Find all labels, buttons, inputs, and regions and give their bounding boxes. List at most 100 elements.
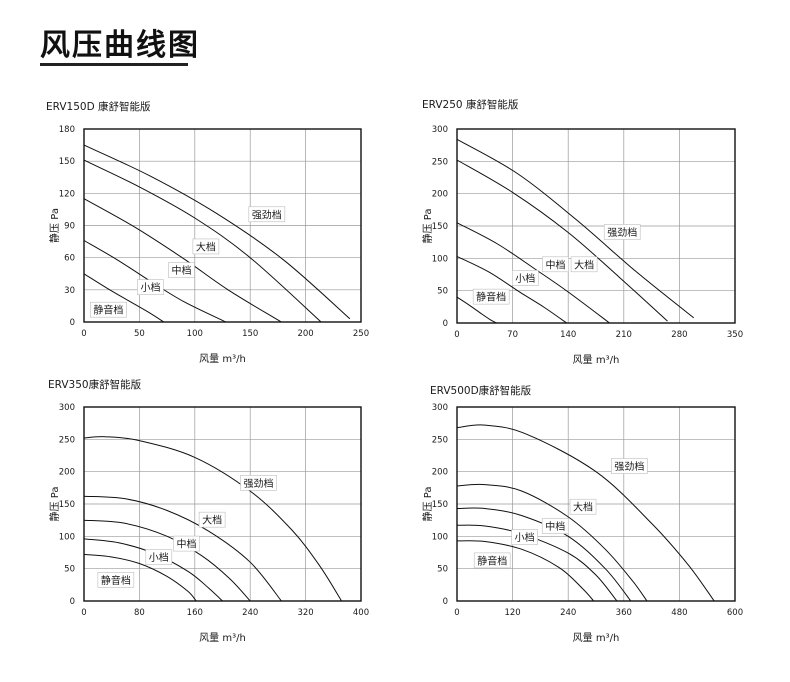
title-underline xyxy=(40,63,188,66)
chart1-series-1-label: 强劲档 xyxy=(252,208,282,221)
chart2-series-1-label-box xyxy=(603,224,641,240)
chart4-y-axis-label: 静压 Pa xyxy=(421,487,434,522)
chart2-series-2-line xyxy=(456,159,668,322)
chart3-x-axis-label: 风量 m³/h xyxy=(199,632,246,644)
chart1-series-4-label: 小档 xyxy=(140,281,160,294)
chart3-y-tick-label: 100 xyxy=(59,532,75,542)
chart3-series-1-label-box xyxy=(240,475,277,491)
chart2-series-5-label-box xyxy=(472,288,510,305)
chart4-series-1-label: 强劲档 xyxy=(614,460,644,473)
chart2-y-tick-label: 150 xyxy=(432,222,448,232)
chart1-series-3-label: 中档 xyxy=(172,264,192,277)
chart3-series-4-label-box xyxy=(145,549,173,565)
chart3-series-5-line xyxy=(83,553,197,602)
chart1-y-tick-label: 30 xyxy=(64,286,75,296)
chart4-x-axis-label: 风量 m³/h xyxy=(573,632,620,644)
chart4-series-5-label: 静音档 xyxy=(477,554,507,567)
chart2-series-5-line xyxy=(456,296,497,324)
chart3-x-tick-label: 320 xyxy=(297,608,313,618)
chart2-series-3-label-box xyxy=(542,256,569,273)
chart4-series-2-label: 大档 xyxy=(573,501,593,514)
chart3-x-tick-label: 160 xyxy=(187,608,203,618)
chart2-y-axis-label: 静压 Pa xyxy=(421,209,434,244)
chart2-title: ERV250 康舒智能版 xyxy=(422,98,519,111)
chart3-series-3-label: 中档 xyxy=(176,538,196,551)
chart4-series-4-label: 小档 xyxy=(515,531,535,544)
chart3-series-1-line xyxy=(83,436,343,602)
chart4-y-tick-label: 250 xyxy=(432,435,448,445)
chart3-series-4-line xyxy=(83,538,223,602)
chart2-y-tick-label: 250 xyxy=(432,157,448,167)
chart3-x-tick-label: 80 xyxy=(134,608,145,618)
chart1-x-tick-label: 200 xyxy=(297,329,313,339)
chart3-y-tick-label: 150 xyxy=(59,500,75,510)
chart4-plot-frame xyxy=(456,406,736,602)
chart4-series-2-line xyxy=(456,483,648,602)
chart3-x-tick-label: 400 xyxy=(353,608,369,618)
chart4-x-tick-label: 0 xyxy=(454,608,459,618)
chart2-x-tick-label: 140 xyxy=(560,330,576,340)
chart4-x-tick-label: 480 xyxy=(671,608,687,618)
chart3-y-tick-label: 200 xyxy=(59,468,75,478)
chart1-y-tick-label: 120 xyxy=(59,189,75,199)
chart1-x-axis-label: 风量 m³/h xyxy=(199,353,246,365)
chart3-y-axis-label: 静压 Pa xyxy=(48,487,61,522)
chart1-x-tick-label: 150 xyxy=(242,329,258,339)
chart3-series-1-label: 强劲档 xyxy=(244,477,274,490)
chart1-series-1-label-box xyxy=(248,206,286,223)
chart2-series-3-line xyxy=(456,222,610,324)
chart3-x-tick-label: 0 xyxy=(81,608,86,618)
chart4-y-tick-label: 100 xyxy=(432,532,448,542)
chart4-series-5-line xyxy=(456,540,595,602)
chart2-y-tick-label: 0 xyxy=(443,319,448,329)
chart2-series-4-label-box xyxy=(512,270,539,286)
chart3-series-2-line xyxy=(83,495,282,602)
chart1-series-2-line xyxy=(83,159,322,323)
chart2-series-4-line xyxy=(456,255,567,324)
chart1-x-tick-label: 250 xyxy=(353,329,369,339)
chart3-y-tick-label: 50 xyxy=(64,565,75,575)
chart4-series-3-label: 中档 xyxy=(545,520,565,533)
chart2-x-tick-label: 0 xyxy=(454,330,459,340)
chart1-y-tick-label: 180 xyxy=(59,125,75,135)
chart2-series-1-label: 强劲档 xyxy=(607,226,637,239)
chart1-series-4-label-box xyxy=(137,279,164,295)
chart3-title: ERV350康舒智能版 xyxy=(48,378,142,391)
chart2-plot-frame xyxy=(456,128,736,324)
chart3-series-4-label: 小档 xyxy=(149,551,169,564)
page-title: 风压曲线图 xyxy=(40,28,200,63)
chart1-x-tick-label: 50 xyxy=(134,329,145,339)
chart1-x-tick-label: 0 xyxy=(81,329,86,339)
chart4-series-5-label-box xyxy=(473,552,511,569)
chart2-x-tick-label: 210 xyxy=(616,330,632,340)
chart2-series-5-label: 静音档 xyxy=(476,291,506,304)
chart1-y-axis-label: 静压 Pa xyxy=(48,208,61,243)
chart1-y-tick-label: 0 xyxy=(70,318,75,328)
chart1-series-3-label-box xyxy=(168,262,195,278)
chart3-series-2-label-box xyxy=(198,511,226,528)
chart1-y-tick-label: 60 xyxy=(64,254,75,264)
chart4-series-1-label-box xyxy=(611,458,648,474)
chart1-series-5-line xyxy=(83,273,165,323)
chart2-series-3-label: 中档 xyxy=(545,258,565,271)
chart4-y-tick-label: 150 xyxy=(432,500,448,510)
chart1-x-tick-label: 100 xyxy=(187,329,203,339)
chart4-x-tick-label: 240 xyxy=(560,608,576,618)
chart1-y-tick-label: 90 xyxy=(64,222,75,232)
chart4-y-tick-label: 200 xyxy=(432,468,448,478)
chart3-series-5-label: 静音档 xyxy=(101,574,131,587)
chart4-x-tick-label: 360 xyxy=(616,608,632,618)
chart3-y-tick-label: 250 xyxy=(59,435,75,445)
chart1-y-tick-label: 150 xyxy=(59,157,75,167)
chart1-series-1-line xyxy=(83,144,351,320)
chart3-series-3-label-box xyxy=(173,535,200,552)
chart1-series-2-label: 大档 xyxy=(196,240,216,253)
chart4-series-1-line xyxy=(456,424,715,602)
chart4-x-tick-label: 120 xyxy=(504,608,520,618)
chart2-y-tick-label: 100 xyxy=(432,254,448,264)
chart1-series-5-label-box xyxy=(90,301,127,318)
chart2-x-tick-label: 350 xyxy=(727,330,743,340)
chart1-title: ERV150D 康舒智能版 xyxy=(46,100,151,113)
chart2-y-tick-label: 50 xyxy=(437,287,448,297)
